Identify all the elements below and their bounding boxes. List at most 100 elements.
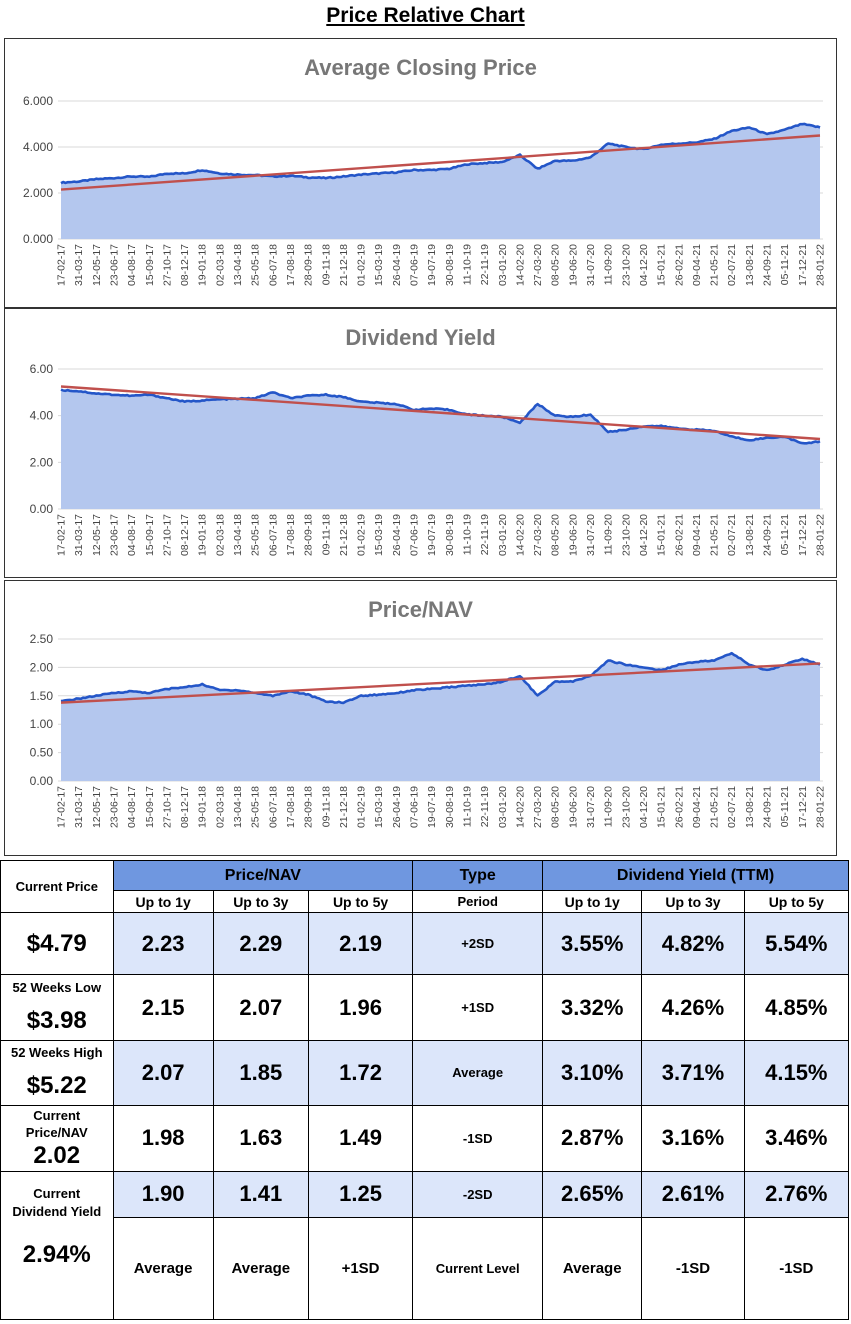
trend-line [60,385,821,441]
x-tick-label: 13-08-21 [744,244,756,286]
chart-title: Price/NAV [368,597,473,622]
x-tick-label: 05-11-21 [779,786,791,827]
x-tick-label: 13-04-18 [232,514,244,556]
chart-price-nav: Price/NAV 0.00 0.50 1.00 1.50 2.00 2.50 17-02-1… [4,580,837,856]
x-tick-label: 23-06-17 [109,244,121,286]
pnav-period-3y: Up to 3y [212,890,309,914]
table-cell: 3.16% [641,1104,745,1172]
x-tick-label: 19-07-19 [426,244,438,286]
y-tick-label: 0.50 [30,746,54,760]
x-tick-label: 30-08-19 [444,244,456,286]
row-type: -1SD [412,1104,544,1172]
y-tick-label: 2.00 [30,660,54,674]
x-tick-label: 23-10-20 [620,786,632,828]
x-tick-label: 23-10-20 [620,244,632,286]
current-pnav-label: Current Price/NAV [25,1108,88,1141]
x-tick-label: 28-09-18 [303,514,315,556]
x-tick-label: 31-07-20 [585,244,597,286]
x-tick-label: 21-12-18 [338,786,350,828]
x-tick-label: 22-11-19 [479,244,491,285]
x-tick-label: 15-09-17 [144,244,156,286]
x-tick-label: 06-07-18 [267,786,279,828]
x-tick-label: 31-03-17 [73,514,85,556]
x-tick-label: 19-07-19 [426,514,438,556]
page-title: Price Relative Chart [326,4,525,27]
current-price-label: Current Price [0,859,114,914]
x-tick-label: 17-02-17 [56,514,68,556]
y-tick-label: 4.00 [30,409,54,423]
x-tick-label: 28-09-18 [303,786,315,828]
low-value: $3.98 [26,1006,87,1034]
pnav-header: Price/NAV [112,859,414,892]
pnav-level-3y: Average [212,1216,309,1321]
row-type: +1SD [412,974,544,1042]
series-area [61,123,820,239]
table-cell: 3.46% [743,1104,850,1172]
table-cell: 1.98 [112,1104,214,1172]
x-tick-label: 26-04-19 [391,786,403,828]
table-cell: 1.41 [212,1170,309,1218]
x-tick-label: 23-06-17 [109,786,121,828]
x-tick-label: 12-05-17 [91,786,103,828]
x-tick-label: 26-02-21 [673,514,685,556]
x-tick-label: 09-11-18 [320,786,332,827]
x-tick-label: 11-10-19 [462,514,474,555]
x-tick-label: 09-11-18 [320,244,332,285]
y-tick-label: 4.000 [23,140,53,154]
x-tick-label: 28-01-22 [815,514,827,556]
table-cell: 1.85 [212,1040,309,1106]
y-tick-label: 0.00 [30,502,54,516]
pnav-period-1y: Up to 1y [112,890,214,914]
high-value: $5.22 [26,1071,87,1099]
current-level-label: Current Level [412,1216,544,1321]
series-area [61,653,820,781]
x-tick-label: 03-01-20 [497,244,509,286]
table-cell: 2.07 [212,974,309,1042]
x-tick-label: 23-06-17 [109,514,121,556]
current-dy-value: 2.94% [22,1240,91,1268]
x-tick-label: 11-09-20 [603,786,615,827]
table-cell: 1.96 [307,974,414,1042]
x-tick-label: 19-01-18 [197,514,209,556]
x-tick-label: 09-04-21 [691,514,703,556]
type-header: Type [412,859,544,892]
x-tick-label: 22-11-19 [479,786,491,827]
x-tick-label: 11-09-20 [603,514,615,555]
table-cell: 2.61% [641,1170,745,1218]
x-tick-label: 27-03-20 [532,244,544,286]
x-tick-label: 07-06-19 [409,514,421,556]
x-tick-label: 23-10-20 [620,514,632,556]
x-tick-label: 02-07-21 [726,244,738,286]
period-label: Period [412,890,544,914]
pnav-period-5y: Up to 5y [307,890,414,914]
row-type: Average [412,1040,544,1106]
chart-svg: Average Closing Price 0.000 2.000 4.000 6.00… [23,55,827,286]
y-tick-label: 0.00 [30,774,54,788]
table-cell: 2.29 [212,912,309,976]
table-cell: 2.23 [112,912,214,976]
x-tick-label: 15-03-19 [373,244,385,286]
x-tick-label: 15-01-21 [656,514,668,556]
x-tick-label: 15-03-19 [373,514,385,556]
table-cell: 1.25 [307,1170,414,1218]
x-tick-label: 21-05-21 [709,514,721,556]
x-tick-label: 08-05-20 [550,244,562,286]
series-area [61,389,820,509]
current-price-value: $4.79 [0,912,114,976]
x-tick-label: 08-12-17 [179,244,191,286]
x-tick-label: 11-09-20 [603,244,615,285]
y-tick-label: 2.000 [23,186,53,200]
table-cell: 4.15% [743,1040,850,1106]
x-tick-label: 21-12-18 [338,514,350,556]
dy-level-1y: Average [542,1216,643,1321]
x-tick-label: 06-07-18 [267,514,279,556]
chart-svg: Dividend Yield 0.00 2.00 4.00 6.00 17-02-17 31… [30,325,827,556]
series-line [60,122,821,185]
x-tick-label: 01-02-19 [356,514,368,556]
x-tick-label: 02-07-21 [726,786,738,828]
x-tick-label: 28-01-22 [815,244,827,286]
low-label: 52 Weeks Low [12,979,102,995]
x-tick-label: 31-03-17 [73,244,85,286]
x-tick-label: 03-01-20 [497,514,509,556]
x-tick-label: 09-04-21 [691,786,703,828]
